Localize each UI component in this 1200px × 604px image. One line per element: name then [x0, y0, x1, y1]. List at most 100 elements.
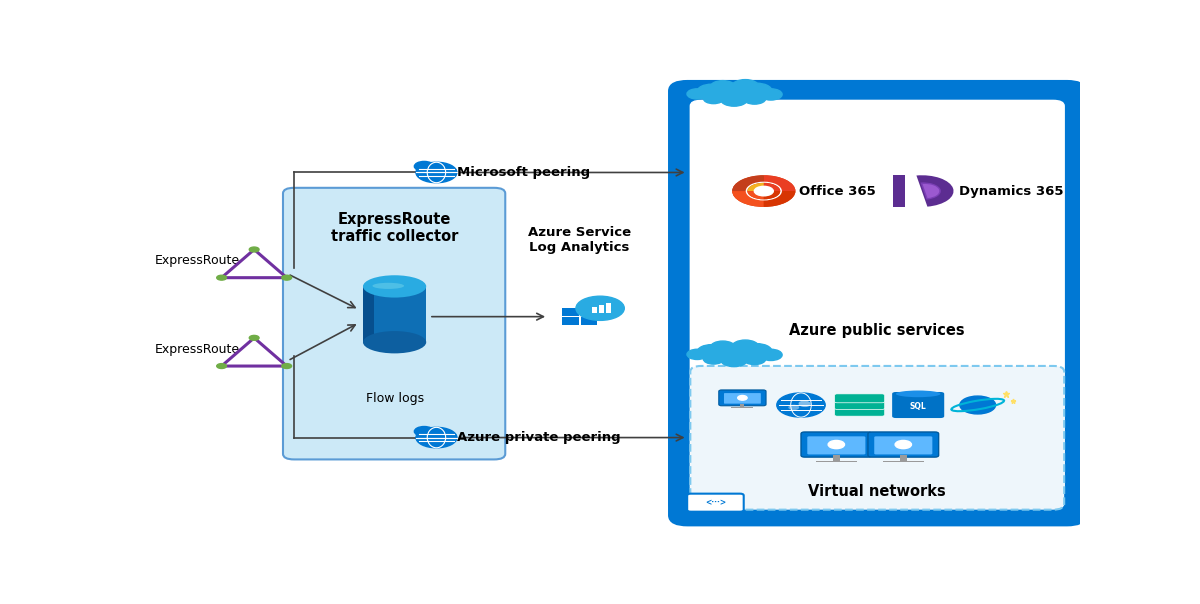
Bar — [592, 307, 596, 313]
Wedge shape — [920, 182, 941, 200]
FancyBboxPatch shape — [690, 366, 1064, 510]
Text: Azure private peering: Azure private peering — [457, 431, 620, 444]
Bar — [740, 404, 744, 408]
Ellipse shape — [798, 400, 811, 407]
Wedge shape — [764, 191, 796, 207]
Circle shape — [895, 440, 912, 449]
FancyBboxPatch shape — [690, 100, 1064, 493]
Bar — [894, 175, 905, 207]
Circle shape — [743, 353, 766, 365]
Circle shape — [738, 396, 748, 400]
Bar — [732, 407, 754, 408]
Circle shape — [760, 89, 782, 100]
Bar — [599, 305, 605, 313]
Text: Dynamics 365: Dynamics 365 — [959, 185, 1063, 198]
Circle shape — [732, 340, 758, 353]
Circle shape — [416, 162, 457, 182]
Bar — [562, 308, 578, 316]
Wedge shape — [764, 183, 780, 191]
Wedge shape — [732, 175, 796, 207]
Circle shape — [686, 349, 708, 359]
Bar — [816, 461, 857, 462]
Circle shape — [743, 93, 766, 104]
Wedge shape — [764, 191, 780, 199]
Wedge shape — [748, 183, 764, 191]
Ellipse shape — [896, 391, 941, 397]
Circle shape — [746, 182, 781, 200]
Text: Virtual networks: Virtual networks — [809, 484, 946, 498]
Text: Microsoft peering: Microsoft peering — [457, 166, 590, 179]
Ellipse shape — [788, 405, 799, 410]
Bar — [606, 303, 612, 313]
Bar — [581, 308, 598, 316]
Wedge shape — [764, 175, 796, 191]
Text: <···>: <···> — [704, 498, 726, 507]
FancyBboxPatch shape — [834, 394, 884, 403]
FancyBboxPatch shape — [283, 188, 505, 460]
FancyBboxPatch shape — [834, 400, 884, 410]
FancyBboxPatch shape — [802, 432, 871, 457]
Wedge shape — [748, 183, 780, 199]
Circle shape — [742, 83, 772, 98]
FancyBboxPatch shape — [724, 393, 761, 403]
Circle shape — [755, 186, 773, 196]
FancyBboxPatch shape — [875, 436, 932, 454]
Circle shape — [710, 341, 736, 353]
Circle shape — [250, 247, 259, 252]
Circle shape — [414, 426, 434, 436]
Circle shape — [250, 335, 259, 340]
Bar — [581, 317, 598, 326]
FancyBboxPatch shape — [808, 436, 865, 454]
Text: ExpressRoute: ExpressRoute — [155, 342, 240, 356]
Circle shape — [217, 364, 227, 368]
Text: Azure public services: Azure public services — [790, 323, 965, 338]
Circle shape — [282, 364, 292, 368]
Circle shape — [697, 345, 726, 359]
Text: ExpressRoute
traffic collector: ExpressRoute traffic collector — [331, 212, 458, 245]
Circle shape — [714, 344, 755, 364]
Text: ExpressRoute: ExpressRoute — [155, 254, 240, 268]
Circle shape — [721, 93, 748, 106]
Ellipse shape — [362, 275, 426, 298]
FancyBboxPatch shape — [671, 349, 1084, 524]
Bar — [833, 455, 840, 461]
Ellipse shape — [372, 283, 404, 289]
FancyBboxPatch shape — [671, 83, 1084, 511]
Text: Office 365: Office 365 — [799, 185, 876, 198]
Text: Flow logs: Flow logs — [366, 391, 424, 405]
Circle shape — [721, 353, 748, 367]
Bar — [883, 461, 924, 462]
Circle shape — [703, 354, 724, 364]
Wedge shape — [923, 184, 940, 198]
Wedge shape — [917, 175, 954, 207]
FancyBboxPatch shape — [834, 407, 884, 416]
FancyBboxPatch shape — [892, 392, 944, 418]
Text: SQL: SQL — [910, 402, 926, 411]
Circle shape — [416, 428, 457, 448]
Circle shape — [776, 393, 826, 417]
Circle shape — [697, 84, 726, 98]
Circle shape — [760, 349, 782, 361]
Bar — [562, 317, 578, 326]
FancyBboxPatch shape — [688, 493, 744, 512]
Circle shape — [217, 275, 227, 280]
Ellipse shape — [362, 331, 426, 353]
Circle shape — [960, 396, 996, 414]
Bar — [900, 455, 907, 461]
FancyBboxPatch shape — [362, 286, 374, 342]
Wedge shape — [748, 191, 764, 199]
Wedge shape — [732, 191, 764, 207]
Circle shape — [714, 83, 755, 104]
FancyBboxPatch shape — [868, 432, 938, 457]
Text: Azure Service
Log Analytics: Azure Service Log Analytics — [528, 226, 631, 254]
Circle shape — [686, 89, 708, 99]
Circle shape — [576, 296, 624, 320]
Circle shape — [710, 80, 736, 93]
Circle shape — [742, 344, 772, 359]
Circle shape — [703, 94, 724, 104]
Bar — [362, 286, 426, 342]
Circle shape — [732, 80, 758, 93]
Circle shape — [828, 440, 845, 449]
Circle shape — [414, 161, 434, 172]
Circle shape — [282, 275, 292, 280]
